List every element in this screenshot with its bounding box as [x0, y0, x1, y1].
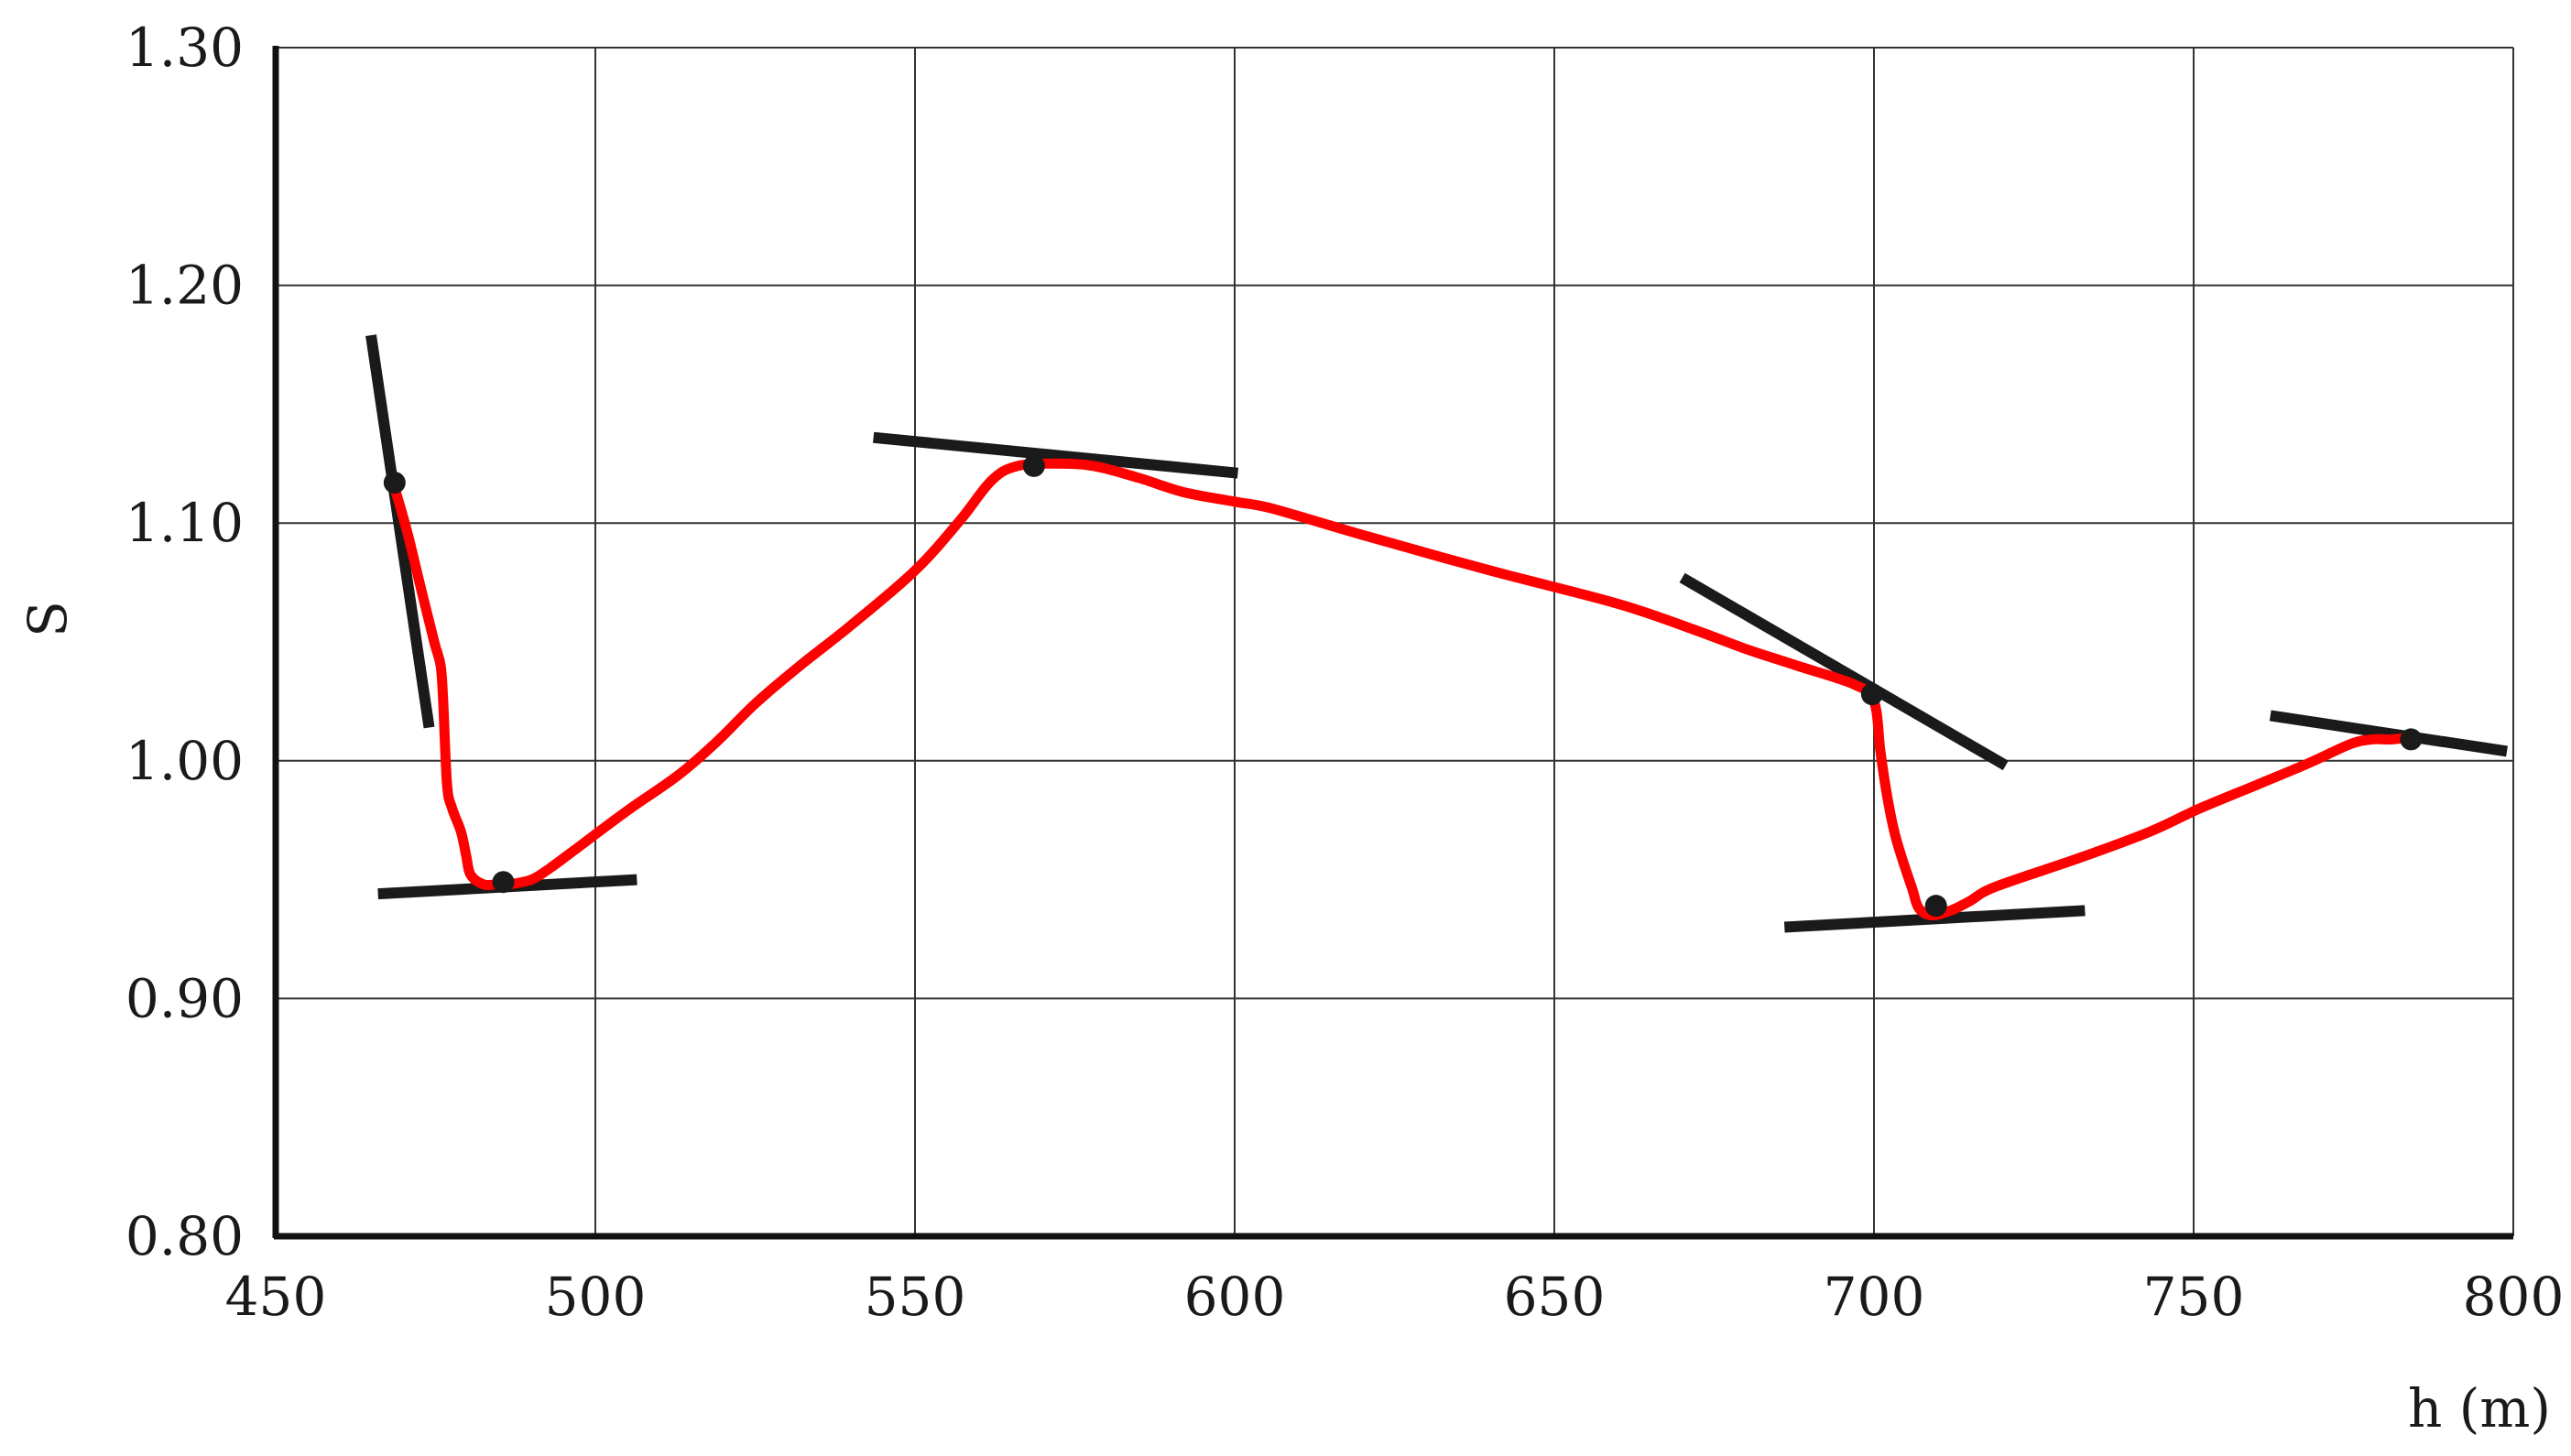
x-tick-label: 500	[545, 1266, 647, 1328]
y-tick-label: 1.10	[125, 492, 244, 554]
tangent-lines	[365, 334, 2508, 933]
x-axis-title: h (m)	[2408, 1377, 2551, 1440]
x-tick-label: 550	[865, 1266, 966, 1328]
grid-lines	[276, 47, 2514, 1236]
y-tick-label: 0.90	[125, 967, 244, 1029]
x-tick-label: 450	[225, 1266, 327, 1328]
x-tick-label: 650	[1504, 1266, 1606, 1328]
data-point	[383, 472, 406, 494]
data-point	[1924, 895, 1947, 918]
tangent-line	[365, 334, 435, 729]
axes	[272, 46, 2513, 1240]
x-tick-labels: 450 500 550 600 650 700 750 800	[225, 1266, 2565, 1328]
tangent-line	[1679, 572, 2009, 771]
data-point	[492, 871, 515, 894]
marked-points	[383, 454, 2423, 918]
data-point	[1022, 454, 1045, 477]
tangent-line	[873, 431, 1239, 479]
x-tick-label: 600	[1184, 1266, 1286, 1328]
x-tick-label: 800	[2463, 1266, 2565, 1328]
data-point	[2400, 728, 2423, 751]
data-point	[1860, 683, 1883, 706]
y-axis-title: S	[16, 601, 79, 637]
x-tick-label: 700	[1824, 1266, 1925, 1328]
y-tick-label: 1.20	[125, 255, 244, 317]
y-tick-label: 0.80	[125, 1205, 244, 1267]
series-line	[389, 458, 2416, 921]
tangent-line	[2269, 710, 2508, 757]
y-tick-label: 1.30	[125, 16, 244, 79]
y-tick-labels: 0.80 0.90 1.00 1.10 1.20 1.30	[125, 16, 244, 1267]
data-series	[389, 458, 2416, 921]
x-tick-label: 750	[2143, 1266, 2245, 1328]
y-tick-label: 1.00	[125, 730, 244, 792]
